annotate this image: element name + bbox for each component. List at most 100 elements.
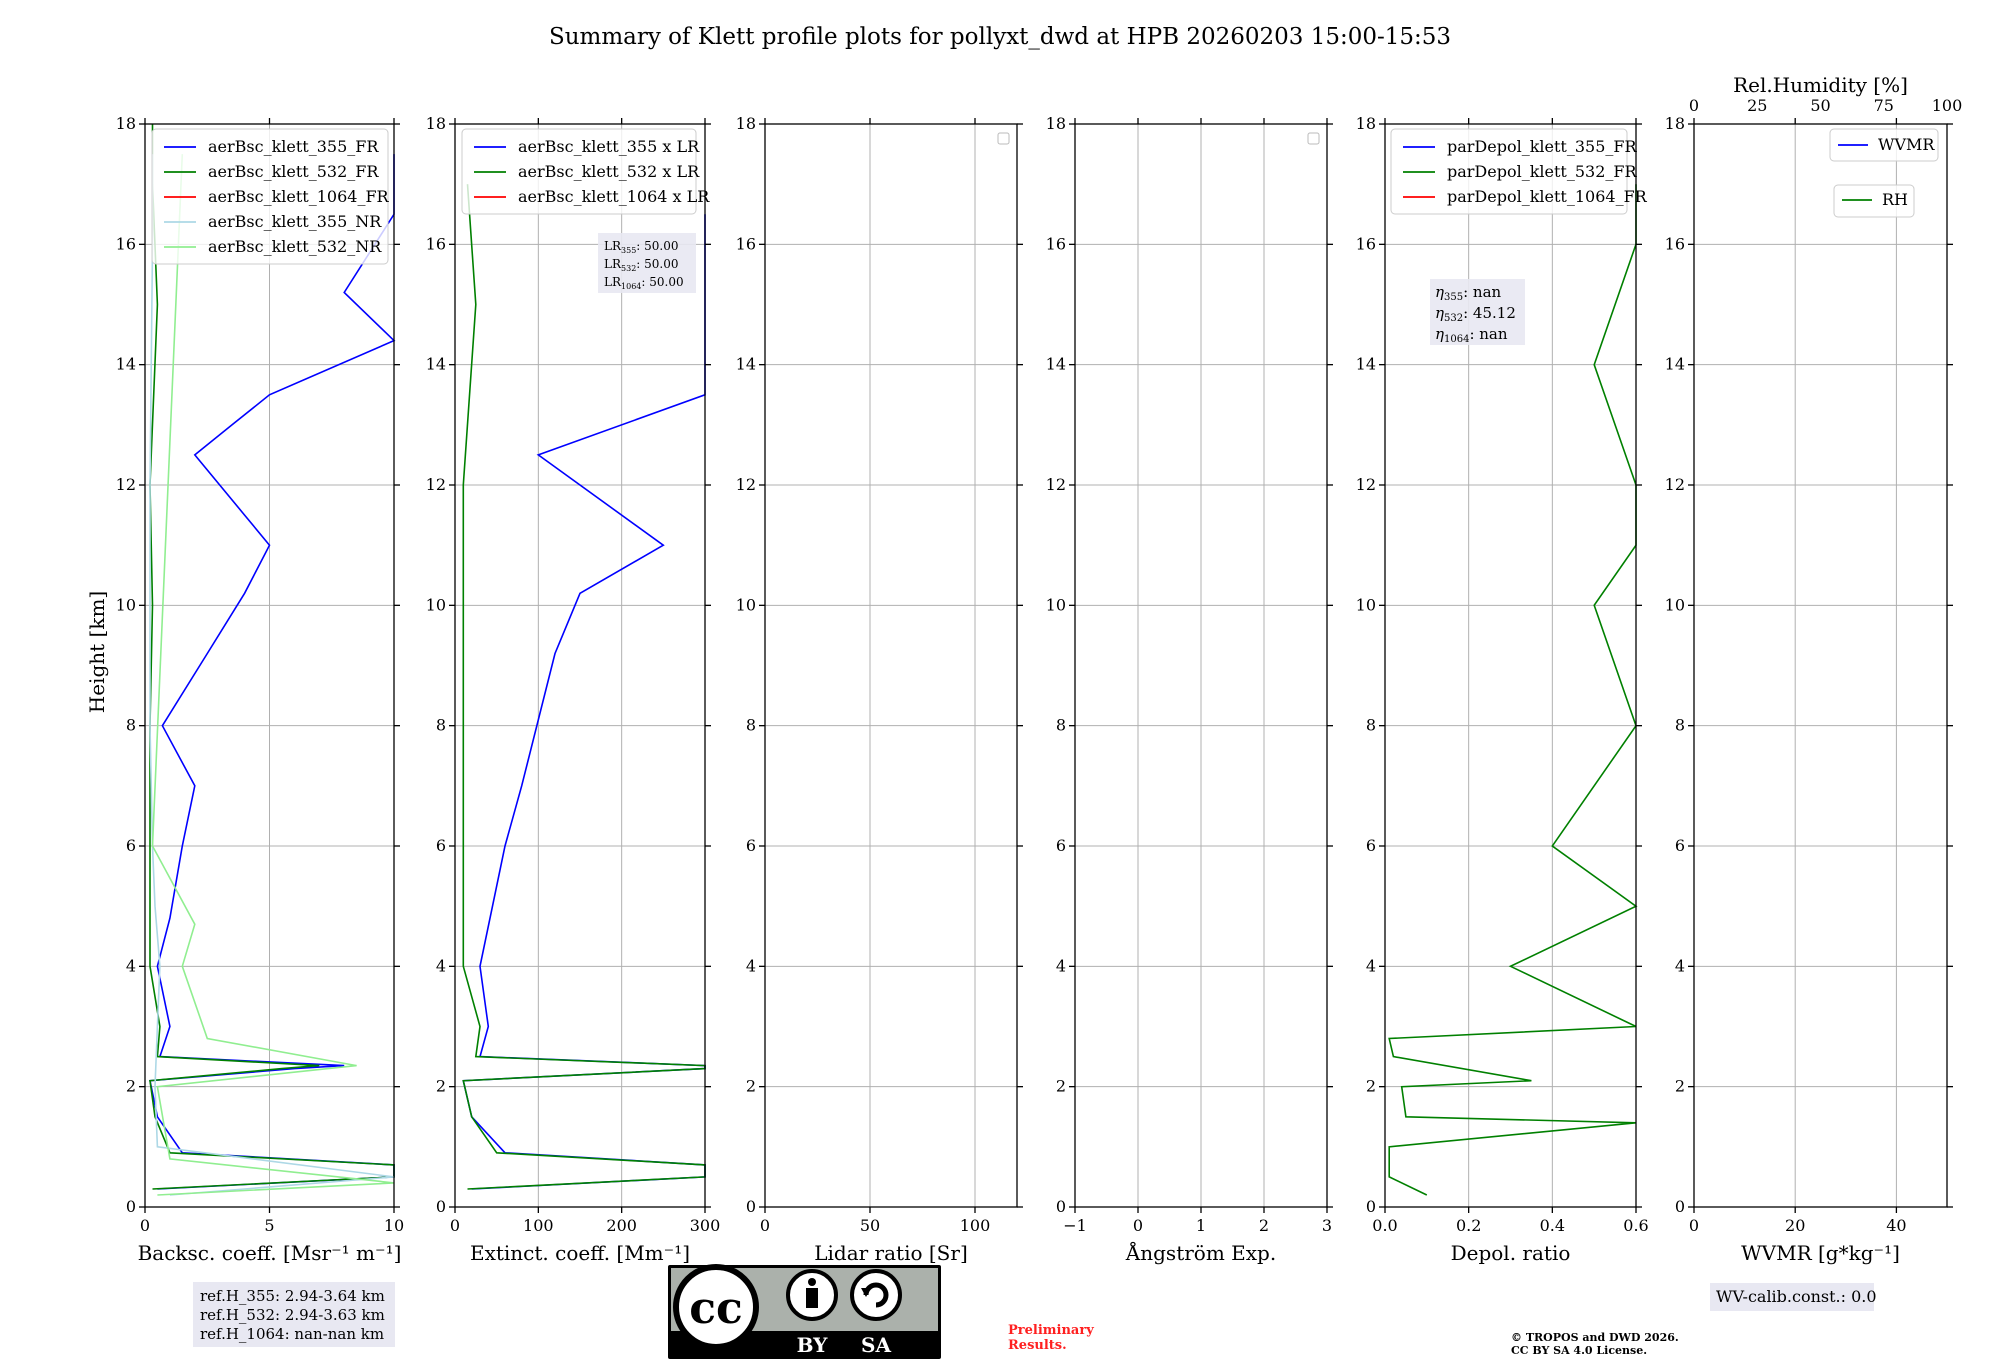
- x-tick-label: 0: [760, 1216, 770, 1235]
- figure-title: Summary of Klett profile plots for polly…: [549, 24, 1451, 50]
- y-tick-label: 14: [1356, 355, 1376, 374]
- refh-355: ref.H_355: 2.94-3.64 km: [200, 1287, 385, 1305]
- y-tick-label: 18: [736, 114, 756, 133]
- y-tick-label: 6: [1675, 836, 1685, 855]
- y-tick-label: 10: [1046, 595, 1066, 614]
- y-tick-label: 14: [1046, 355, 1066, 374]
- wv-calib-text: WV-calib.const.: 0.0: [1716, 1287, 1877, 1306]
- series-line-aerBsc-klett-355-FR: [149, 154, 396, 1190]
- x-tick-label: 0.6: [1623, 1216, 1648, 1235]
- legend-label: aerBsc_klett_355 x LR: [518, 137, 700, 156]
- lidar-ratio-box: LR355: 50.00 LR532: 50.00 LR1064: 50.00: [598, 233, 696, 293]
- y-tick-label: 0: [1056, 1197, 1066, 1216]
- y-tick-label: 8: [436, 716, 446, 735]
- x-tick-label: 1: [1196, 1216, 1206, 1235]
- legend-ext: aerBsc_klett_355 x LR aerBsc_klett_532 x …: [461, 128, 710, 215]
- x-axis-label-ext: Extinct. coeff. [Mm⁻¹]: [470, 1241, 690, 1265]
- y-tick-label: 10: [116, 595, 136, 614]
- x-tick-label: 3: [1322, 1216, 1332, 1235]
- y-tick-label: 18: [426, 114, 446, 133]
- y-tick-label: 8: [746, 716, 756, 735]
- x-tick-label: 0.0: [1372, 1216, 1397, 1235]
- overlays-group: 0 25 50 75 100 Rel.Humidity [%] aerBsc_klett_3…: [151, 73, 1963, 345]
- preliminary-line-2: Results.: [1008, 1338, 1067, 1353]
- series-line-aerBsc-klett-355-x-LR: [462, 214, 706, 1190]
- legend-label: parDepol_klett_532_FR: [1447, 162, 1638, 181]
- y-tick-label: 0: [436, 1197, 446, 1216]
- legend-box: [1833, 184, 1915, 218]
- lr-value-1064: LR1064: 50.00: [604, 275, 684, 291]
- legend-box: [1390, 128, 1628, 215]
- legend-label: aerBsc_klett_1064_FR: [208, 187, 390, 206]
- x-tick-label: 100: [523, 1216, 554, 1235]
- legend-label: RH: [1882, 190, 1908, 209]
- cc-logo-icon: [673, 1264, 759, 1350]
- legend-box: [1829, 128, 1939, 162]
- copyright-line-1: © TROPOS and DWD 2026.: [1511, 1331, 1679, 1344]
- axes-frame: [1384, 123, 1637, 1208]
- eta-box-bg: [1430, 279, 1525, 345]
- wv-calibration-box: WV-calib.const.: 0.0: [1710, 1283, 1877, 1311]
- y-tick-label: 6: [1366, 836, 1376, 855]
- lr-box-bg: [598, 233, 696, 293]
- y-tick-label: 6: [746, 836, 756, 855]
- lr-value-532: LR532: 50.00: [604, 257, 679, 273]
- legend-label: WVMR: [1878, 135, 1935, 154]
- x-axis-label-ae: Ångström Exp.: [1125, 1240, 1276, 1265]
- y-tick-label: 16: [1046, 234, 1066, 253]
- series-line-aerBsc-klett-532-FR: [149, 124, 395, 1190]
- y-tick-label: 0: [746, 1197, 756, 1216]
- legend-wv: WVMR RH: [1829, 128, 1939, 218]
- legend-label: aerBsc_klett_355_NR: [208, 212, 382, 231]
- legend-label: aerBsc_klett_532 x LR: [518, 162, 700, 181]
- legend-label: aerBsc_klett_1064 x LR: [518, 187, 710, 206]
- legend-label: parDepol_klett_1064_FR: [1447, 187, 1648, 206]
- y-tick-label: 0: [1675, 1197, 1685, 1216]
- y-tick-label: 4: [126, 956, 136, 975]
- x-tick-label: 200: [606, 1216, 637, 1235]
- eta-value-355: η355: nan: [1435, 283, 1502, 303]
- y-tick-label: 8: [126, 716, 136, 735]
- y-tick-label: 4: [436, 956, 446, 975]
- x-tick-label: 20: [1785, 1216, 1805, 1235]
- y-tick-label: 16: [1356, 234, 1376, 253]
- license-by-label: BY: [797, 1333, 829, 1357]
- x-tick-label: −1: [1063, 1216, 1087, 1235]
- y-tick-label: 18: [1356, 114, 1376, 133]
- x-axis-label-dep: Depol. ratio: [1451, 1241, 1571, 1265]
- y-tick-label: 6: [1056, 836, 1066, 855]
- x-tick-label: 300: [690, 1216, 721, 1235]
- x-tick-label: 50: [860, 1216, 880, 1235]
- y-tick-label: 2: [1056, 1077, 1066, 1096]
- x-tick-label: 5: [264, 1216, 274, 1235]
- legend-label: aerBsc_klett_355_FR: [208, 137, 379, 156]
- top-x-tick-label: 50: [1810, 96, 1830, 115]
- y-tick-label: 2: [1675, 1077, 1685, 1096]
- x-tick-label: 40: [1886, 1216, 1906, 1235]
- x-tick-label: 0: [1133, 1216, 1143, 1235]
- y-tick-label: 12: [736, 475, 756, 494]
- cc-by-sa-license-badge: cc BY SA: [668, 1264, 941, 1359]
- top-x-tick-label: 0: [1689, 96, 1699, 115]
- y-tick-label: 2: [746, 1077, 756, 1096]
- y-tick-label: 8: [1675, 716, 1685, 735]
- y-tick-label: 18: [116, 114, 136, 133]
- eta-value-532: η532: 45.12: [1435, 304, 1516, 324]
- x-tick-label: 2: [1259, 1216, 1269, 1235]
- legend-box: [151, 128, 389, 265]
- y-tick-label: 8: [1056, 716, 1066, 735]
- y-tick-label: 12: [1046, 475, 1066, 494]
- x-tick-label: 0.2: [1456, 1216, 1481, 1235]
- axes-frame: [1693, 123, 1948, 1208]
- x-tick-label: 100: [960, 1216, 991, 1235]
- top-x-tick-label: 100: [1932, 96, 1963, 115]
- y-tick-label: 4: [746, 956, 756, 975]
- x-axis-label-lr: Lidar ratio [Sr]: [814, 1241, 968, 1265]
- cc-logo-text: cc: [689, 1283, 743, 1334]
- reference-height-box: ref.H_355: 2.94-3.64 km ref.H_532: 2.94-…: [193, 1282, 395, 1347]
- y-tick-label: 12: [1356, 475, 1376, 494]
- preliminary-line-1: Preliminary: [1008, 1323, 1094, 1338]
